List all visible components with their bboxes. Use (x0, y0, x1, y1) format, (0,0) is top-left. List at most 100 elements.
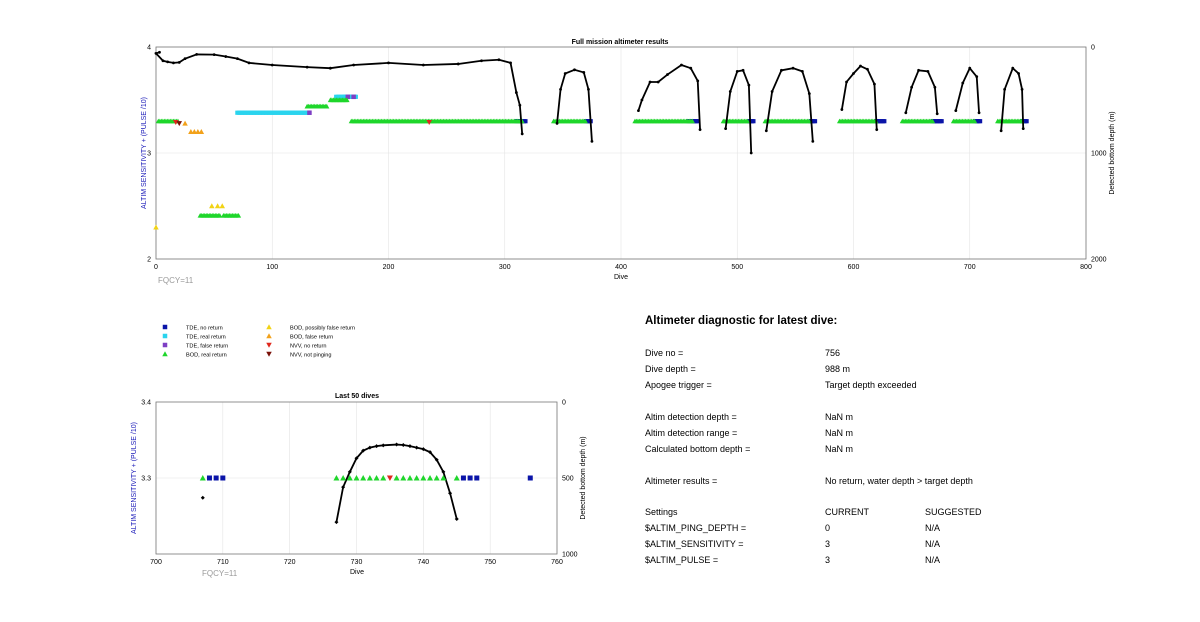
tde-no-return-marker (220, 475, 226, 481)
depth-point (735, 69, 739, 73)
depth-point (161, 59, 165, 63)
tde-no-return-marker (474, 475, 480, 481)
diagnostic-value: 756 (825, 348, 841, 358)
setting-current: 0 (825, 523, 831, 533)
depth-point (154, 51, 158, 55)
bod-real-return-marker (393, 475, 400, 481)
depth-point (454, 517, 459, 522)
depth-point (200, 495, 205, 500)
depth-profile (200, 442, 459, 525)
depth-point (975, 75, 979, 79)
bod-real-return-marker (400, 475, 407, 481)
depth-point (563, 72, 567, 75)
x-tick-label: 740 (417, 559, 429, 566)
diagnostic-label: Apogee trigger = (645, 380, 712, 390)
depth-point (361, 448, 366, 453)
nvv-not-pinginglegend-marker (266, 351, 272, 357)
depth-point (514, 91, 518, 94)
depth-point (656, 80, 660, 84)
depth-point (480, 59, 483, 63)
depth-point (926, 69, 930, 73)
depth-point (172, 61, 175, 65)
legend-label: BOD, possibly false return (290, 325, 355, 331)
full-mission-chart: Full mission altimeter results 0 100 200 30… (141, 39, 1116, 285)
bod-false-return-marker (188, 129, 194, 135)
depth-point (875, 128, 879, 132)
depth-point (414, 445, 419, 450)
grid (155, 46, 1087, 260)
bod-real-return-marker (453, 475, 460, 481)
depth-point (394, 442, 399, 447)
bod-real-return-marker (346, 475, 353, 481)
depth-point (224, 55, 228, 58)
settings-header-label: Settings (645, 507, 678, 517)
depth-point (212, 53, 216, 57)
depth-point (1020, 88, 1024, 91)
markers (199, 475, 533, 481)
depth-point (407, 444, 412, 449)
depth-point (807, 92, 811, 96)
y2-tick-label: 1000 (1091, 151, 1107, 158)
nvv-not-pinging-marker (176, 121, 182, 127)
y2-tick-labels: 0 1000 2000 (1091, 45, 1107, 264)
tde-no-returnlegend-marker (162, 324, 168, 330)
diagnostic-row: Dive no = 756 (645, 348, 840, 358)
diagnostic-row: Altimeter results = No return, water dept… (645, 476, 973, 486)
depth-point (518, 103, 522, 107)
y2-tick-labels: 0 500 1000 (562, 400, 578, 559)
diagnostic-title: Altimeter diagnostic for latest dive: (645, 315, 838, 327)
diagnostic-value: No return, water depth > target depth (825, 476, 973, 486)
nvv-no-returnlegend-marker (266, 342, 272, 348)
x-axis-label: Dive (614, 274, 628, 281)
tde-no-return-marker (467, 475, 473, 481)
depth-point (448, 491, 453, 496)
diagnostic-row: Apogee trigger = Target depth exceeded (645, 380, 917, 390)
y-axis-label: ALTIM SENSITIVITY + (PULSE /10) (141, 97, 148, 209)
depth-point (917, 68, 920, 72)
markers (153, 94, 1029, 230)
bod-real-return-marker (199, 475, 206, 481)
depth-point (428, 450, 433, 455)
y2-tick-label: 0 (562, 400, 566, 407)
depth-point (421, 63, 425, 67)
legend-label: TDE, real return (186, 334, 226, 340)
depth-point (305, 65, 309, 69)
x-axis-label: Dive (350, 569, 364, 576)
bod-real-return-marker (427, 475, 434, 481)
bod-real-return-marker (972, 118, 978, 124)
tde-no-return-marker (882, 119, 887, 124)
diagnostic-label: Dive no = (645, 348, 684, 358)
diagnostic-row: Dive depth = 988 m (645, 364, 850, 374)
depth-point (780, 68, 783, 72)
depth-point (270, 63, 274, 67)
tde-no-return-marker (213, 475, 219, 481)
tde-no-return-marker (460, 475, 466, 481)
depth-point (352, 63, 356, 67)
depth-point (587, 88, 590, 91)
y2-tick-label: 0 (1091, 45, 1095, 52)
diagnostic-row: Calculated bottom depth = NaN m (645, 444, 853, 454)
tde-real-returnlegend-marker (162, 333, 168, 339)
chart-title: Full mission altimeter results (572, 39, 669, 46)
bod-false-return-marker (195, 129, 201, 135)
plot-frame (155, 46, 1087, 260)
depth-point (873, 82, 876, 86)
settings-header: Settings CURRENT SUGGESTED (645, 507, 982, 517)
bod-real-return-marker (324, 103, 330, 109)
legend-label: BOD, false return (290, 334, 333, 340)
depth-point (968, 66, 972, 70)
depth-point (334, 520, 339, 525)
depth-point (195, 53, 199, 56)
y2-axis-label: Detected bottom depth (m) (580, 436, 587, 519)
settings-row: $ALTIM_PULSE = 3 N/A (645, 555, 940, 565)
nvv-no-return-marker (426, 120, 432, 126)
bod-false-returnlegend-marker (266, 333, 272, 339)
tde-no-return-marker (527, 475, 533, 481)
depth-point (680, 63, 683, 67)
depth-point (555, 121, 559, 125)
tde-no-return-marker (1024, 119, 1029, 124)
depth-point (509, 61, 512, 65)
depth-point (954, 109, 958, 112)
x-tick-label: 730 (351, 559, 363, 566)
depth-point (381, 443, 386, 448)
